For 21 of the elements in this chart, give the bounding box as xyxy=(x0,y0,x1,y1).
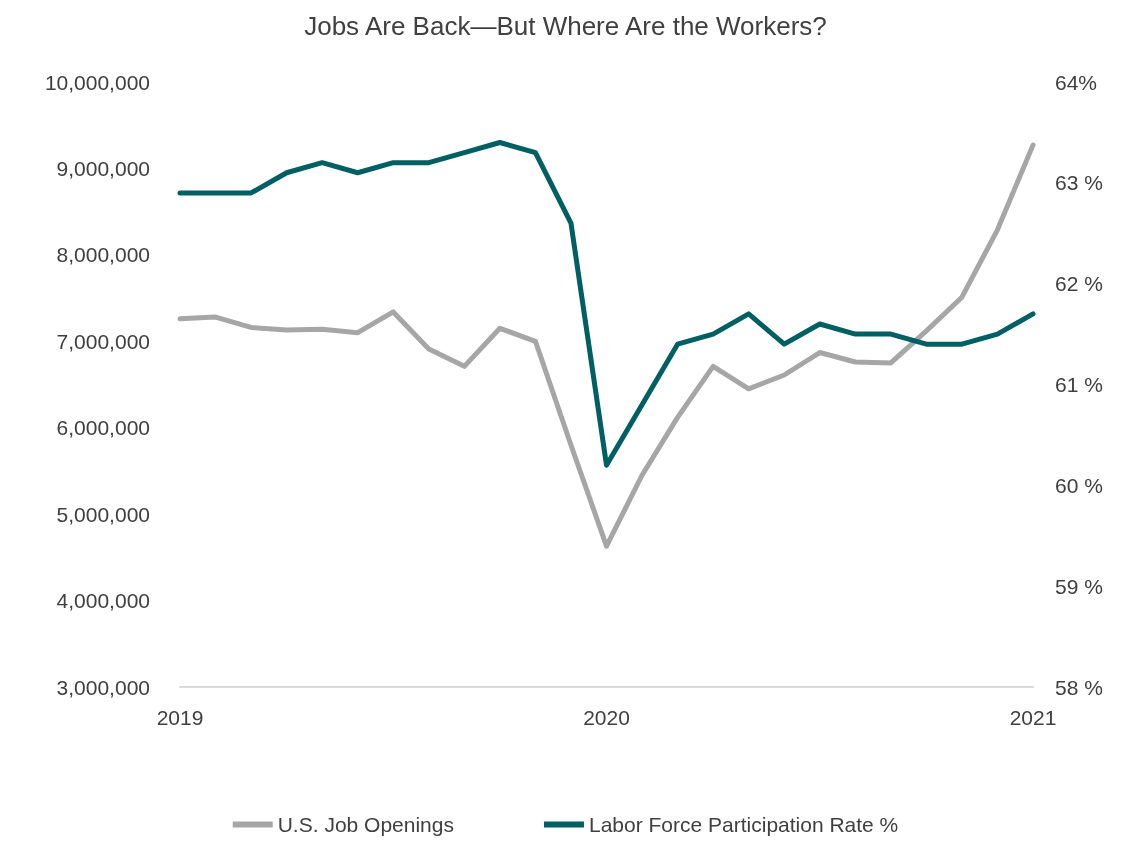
y-tick-label: 5,000,000 xyxy=(56,502,150,526)
y2-tick-label: 63 % xyxy=(1055,171,1103,195)
y-tick-label: 4,000,000 xyxy=(56,589,150,613)
x-tick-label: 2021 xyxy=(1009,706,1057,729)
chart-title: Jobs Are Back—But Where Are the Workers? xyxy=(304,11,827,41)
legend-label: Labor Force Participation Rate % xyxy=(588,813,899,836)
x-tick-label: 2019 xyxy=(156,706,204,729)
y2-tick-label: 62 % xyxy=(1055,272,1103,296)
y-tick-label: 7,000,000 xyxy=(56,329,150,353)
y-tick-label: 8,000,000 xyxy=(56,243,150,267)
y-tick-label: 3,000,000 xyxy=(56,675,150,699)
y-tick-label: 9,000,000 xyxy=(56,156,150,180)
y2-tick-label: 64% xyxy=(1055,70,1098,94)
y2-tick-label: 58 % xyxy=(1055,675,1103,699)
y2-tick-label: 59 % xyxy=(1055,574,1103,598)
legend-label: U.S. Job Openings xyxy=(277,813,454,836)
y2-tick-label: 60 % xyxy=(1055,473,1103,497)
y-tick-label: 6,000,000 xyxy=(56,416,150,440)
y2-tick-label: 61 % xyxy=(1055,373,1103,396)
y-tick-label: 10,000,000 xyxy=(44,70,150,94)
x-tick-label: 2020 xyxy=(583,706,630,729)
